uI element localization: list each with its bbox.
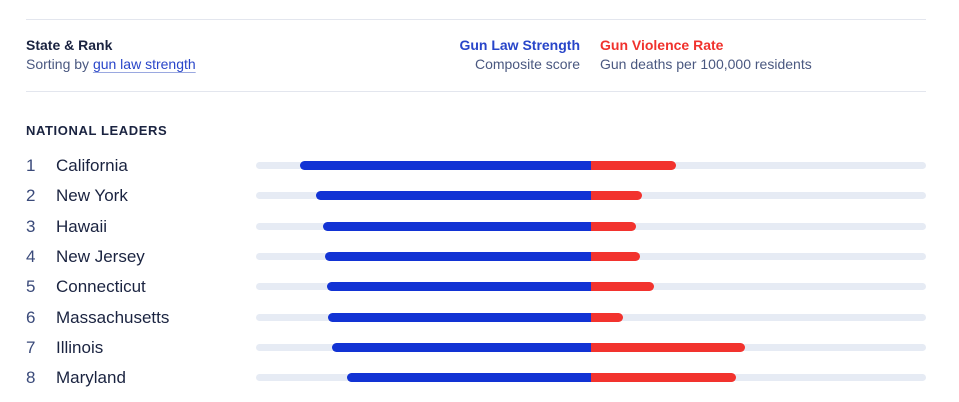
state-row[interactable]: 3 Hawaii [0,212,959,242]
gun-law-strength-bar [328,312,591,322]
section-label: NATIONAL LEADERS [26,123,168,138]
sort-link[interactable]: gun law strength [92,56,196,72]
rank-number: 1 [26,156,36,175]
gun-law-strength-header[interactable]: Gun Law Strength Composite score [459,36,580,74]
gun-violence-rate-bar [591,373,737,383]
state-name: Illinois [56,337,104,357]
top-divider [26,19,926,20]
gun-violence-rate-bar [591,342,746,352]
state-name: Connecticut [56,277,146,297]
rank-number: 8 [26,368,36,388]
sort-prefix: Sorting by [26,56,93,72]
rank-number: 7 [26,337,36,357]
state-row[interactable]: 7 Illinois [0,333,959,363]
gun-law-strength-bar [327,282,591,292]
gun-law-strength-subtitle: Composite score [474,56,580,72]
gun-violence-rate-bar [591,161,677,170]
gun-violence-rate-header[interactable]: Gun Violence Rate Gun deaths per 100,000… [600,36,812,74]
gun-violence-rate-bar [591,251,640,261]
gun-violence-rate-bar [591,221,636,231]
gun-law-strength-bar [325,251,591,261]
rank-number: 3 [26,216,36,236]
gun-law-strength-bar [347,373,591,383]
gun-law-strength-bar [323,221,591,231]
gun-law-strength-bar [332,342,591,352]
state-rank-title: State & Rank [26,37,113,53]
state-rank-header: State & Rank Sorting by gun law strength [26,36,196,74]
state-name: Hawaii [56,216,108,236]
state-row[interactable]: 6 Massachusetts [0,303,959,333]
state-name: New Jersey [56,246,145,266]
gun-violence-rate-bar [591,282,654,292]
gun-violence-rate-title[interactable]: Gun Violence Rate [600,37,724,53]
state-name: Massachusetts [56,307,170,327]
gun-law-strength-bar [316,191,591,201]
state-row[interactable]: 1 California [0,151,959,181]
state-name: Maryland [56,368,126,388]
rank-number: 5 [26,277,36,297]
gun-law-strength-title[interactable]: Gun Law Strength [459,37,580,53]
gun-violence-rate-bar [591,312,624,322]
state-name: New York [56,186,128,206]
rank-number: 6 [26,307,36,327]
rank-number: 4 [26,246,36,266]
gun-violence-rate-subtitle: Gun deaths per 100,000 residents [600,56,812,72]
state-name: California [56,156,128,175]
rank-number: 2 [26,186,36,206]
state-row[interactable]: 2 New York [0,181,959,211]
gun-law-strength-bar [300,161,591,170]
state-row[interactable]: 5 Connecticut [0,272,959,302]
state-row[interactable]: 4 New Jersey [0,242,959,272]
state-row[interactable]: 8 Maryland [0,363,959,393]
sort-description: Sorting by gun law strength [26,54,196,74]
header-divider [26,91,926,92]
gun-violence-rate-bar [591,191,642,201]
